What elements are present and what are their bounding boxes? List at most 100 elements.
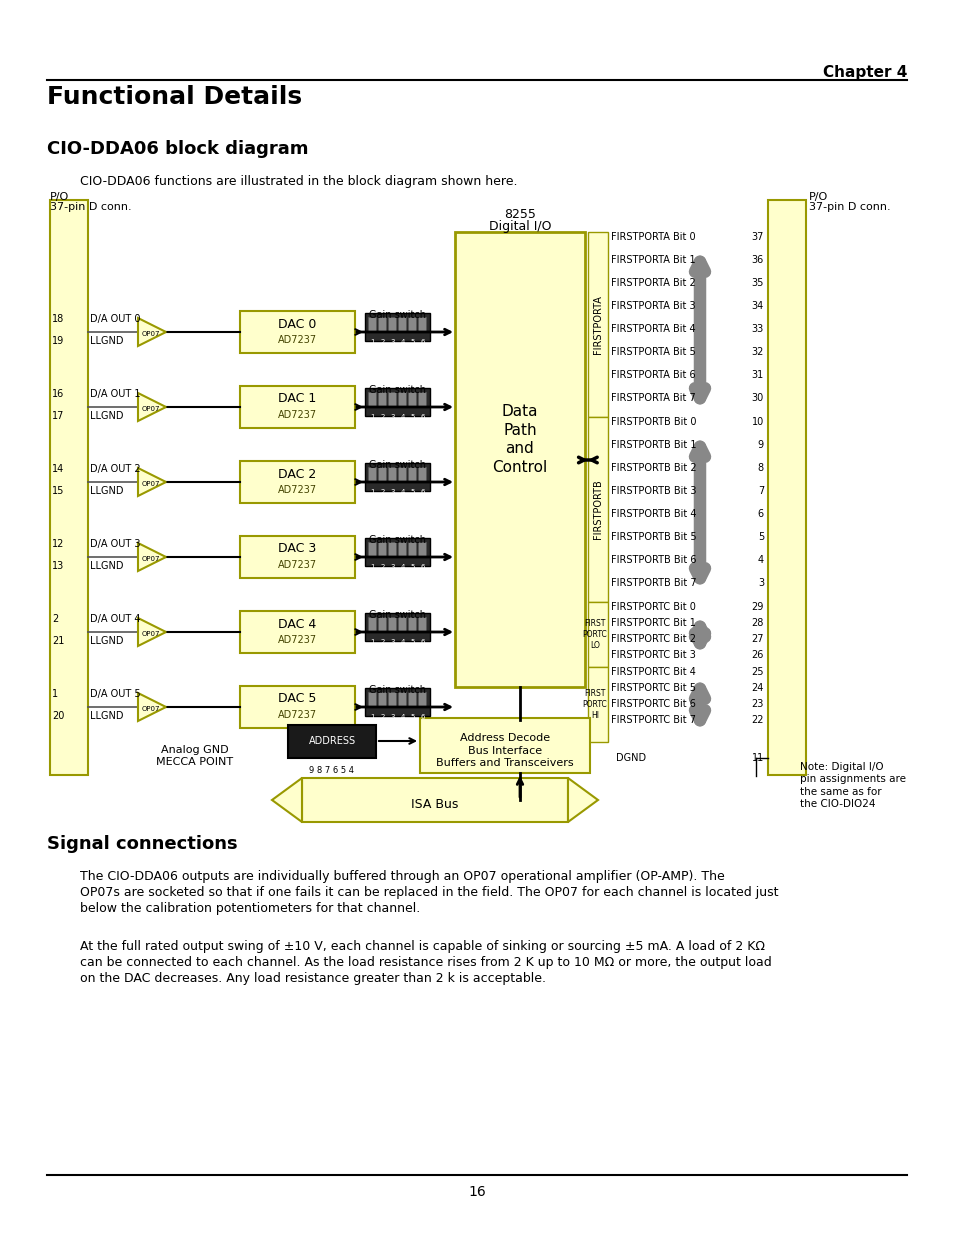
- Text: 1: 1: [52, 689, 58, 699]
- Text: 33: 33: [751, 324, 763, 333]
- Text: 4: 4: [400, 489, 404, 495]
- Text: Signal connections: Signal connections: [47, 835, 237, 853]
- Text: 19: 19: [52, 336, 64, 346]
- Bar: [418, 692, 426, 706]
- Text: DAC 0: DAC 0: [278, 317, 316, 331]
- Text: FIRSTPORTB Bit 1: FIRSTPORTB Bit 1: [610, 440, 696, 450]
- Bar: [240, 387, 355, 429]
- Text: DAC 2: DAC 2: [278, 468, 316, 480]
- Text: AD7237: AD7237: [277, 335, 316, 345]
- Text: FIRSTPORTA Bit 0: FIRSTPORTA Bit 0: [610, 232, 695, 242]
- Bar: [240, 685, 355, 727]
- Text: ADDRESS: ADDRESS: [308, 736, 355, 746]
- Text: OP07: OP07: [142, 331, 160, 337]
- Text: 31: 31: [751, 370, 763, 380]
- Bar: [767, 200, 805, 776]
- Text: 37: 37: [751, 232, 763, 242]
- Bar: [50, 200, 88, 776]
- Bar: [388, 391, 396, 406]
- Bar: [408, 542, 416, 556]
- Text: 1: 1: [370, 638, 375, 645]
- Bar: [398, 542, 406, 556]
- Text: OP07: OP07: [142, 480, 160, 487]
- Text: FIRSTPORTA: FIRSTPORTA: [593, 295, 602, 354]
- Bar: [378, 317, 386, 331]
- Bar: [378, 542, 386, 556]
- Text: 2: 2: [52, 614, 58, 624]
- Bar: [418, 391, 426, 406]
- Bar: [408, 467, 416, 480]
- Text: 2: 2: [380, 338, 384, 345]
- Text: DAC 5: DAC 5: [278, 693, 316, 705]
- Text: DAC 1: DAC 1: [278, 393, 316, 405]
- Text: Gain switch: Gain switch: [369, 685, 426, 695]
- Text: 1: 1: [370, 338, 375, 345]
- Polygon shape: [138, 393, 166, 421]
- Text: D/A OUT 3: D/A OUT 3: [90, 538, 140, 550]
- Text: 32: 32: [751, 347, 763, 357]
- Text: At the full rated output swing of ±10 V, each channel is capable of sinking or s: At the full rated output swing of ±10 V,…: [80, 940, 771, 986]
- Text: LLGND: LLGND: [90, 711, 123, 721]
- Text: Functional Details: Functional Details: [47, 85, 302, 109]
- Text: DGND: DGND: [616, 753, 645, 763]
- Text: 5: 5: [410, 489, 415, 495]
- Text: 5: 5: [410, 714, 415, 720]
- Bar: [368, 317, 376, 331]
- Text: FIRSTPORTB Bit 2: FIRSTPORTB Bit 2: [610, 463, 696, 473]
- Text: 1: 1: [370, 489, 375, 495]
- Text: Chapter 4: Chapter 4: [821, 65, 906, 80]
- Bar: [398, 391, 406, 406]
- Bar: [365, 463, 430, 492]
- Text: FIRSTPORTB: FIRSTPORTB: [593, 479, 602, 540]
- Text: 23: 23: [751, 699, 763, 709]
- Text: FIRSTPORTC Bit 2: FIRSTPORTC Bit 2: [610, 634, 696, 643]
- Bar: [587, 417, 607, 601]
- Text: Gain switch: Gain switch: [369, 459, 426, 471]
- Polygon shape: [138, 693, 166, 721]
- Text: 8: 8: [757, 463, 763, 473]
- Text: FIRSTPORTB Bit 7: FIRSTPORTB Bit 7: [610, 578, 696, 588]
- Bar: [378, 618, 386, 631]
- Text: FIRSTPORTB Bit 3: FIRSTPORTB Bit 3: [610, 487, 696, 496]
- Bar: [368, 391, 376, 406]
- Bar: [378, 692, 386, 706]
- Text: LLGND: LLGND: [90, 561, 123, 571]
- Text: 2: 2: [380, 564, 384, 571]
- Text: Digital I/O: Digital I/O: [488, 220, 551, 233]
- Text: 9: 9: [757, 440, 763, 450]
- Text: DAC 3: DAC 3: [278, 542, 316, 556]
- Text: 5: 5: [410, 564, 415, 571]
- Bar: [365, 538, 430, 566]
- Text: 10: 10: [751, 417, 763, 427]
- Text: D/A OUT 0: D/A OUT 0: [90, 314, 140, 324]
- Text: 6: 6: [420, 714, 424, 720]
- Text: 16: 16: [468, 1186, 485, 1199]
- Text: 4: 4: [400, 414, 404, 420]
- Text: FIRSTPORTC Bit 6: FIRSTPORTC Bit 6: [610, 699, 695, 709]
- Text: FIRSTPORTA Bit 7: FIRSTPORTA Bit 7: [610, 393, 695, 403]
- Text: 16: 16: [52, 389, 64, 399]
- Text: 2: 2: [380, 714, 384, 720]
- Text: 1: 1: [370, 414, 375, 420]
- Text: 5: 5: [757, 532, 763, 542]
- Text: FIRST
PORTC
HI: FIRST PORTC HI: [582, 689, 607, 720]
- Text: CIO-DDA06 block diagram: CIO-DDA06 block diagram: [47, 140, 308, 158]
- Text: 25: 25: [751, 667, 763, 677]
- Text: FIRSTPORTB Bit 4: FIRSTPORTB Bit 4: [610, 509, 696, 519]
- Text: 30: 30: [751, 393, 763, 403]
- Text: D/A OUT 5: D/A OUT 5: [90, 689, 140, 699]
- Text: D/A OUT 1: D/A OUT 1: [90, 389, 140, 399]
- Bar: [365, 388, 430, 416]
- Bar: [240, 311, 355, 353]
- Text: 6: 6: [420, 564, 424, 571]
- Text: 5: 5: [410, 338, 415, 345]
- Text: FIRSTPORTC Bit 4: FIRSTPORTC Bit 4: [610, 667, 695, 677]
- Text: 6: 6: [420, 489, 424, 495]
- Bar: [419, 718, 589, 773]
- Bar: [240, 461, 355, 503]
- Text: 1: 1: [370, 714, 375, 720]
- Text: CIO-DDA06 functions are illustrated in the block diagram shown here.: CIO-DDA06 functions are illustrated in t…: [80, 175, 517, 188]
- Text: Address Decode
Bus Interface
Buffers and Transceivers: Address Decode Bus Interface Buffers and…: [436, 734, 573, 768]
- Text: 24: 24: [751, 683, 763, 693]
- Text: 3: 3: [390, 714, 395, 720]
